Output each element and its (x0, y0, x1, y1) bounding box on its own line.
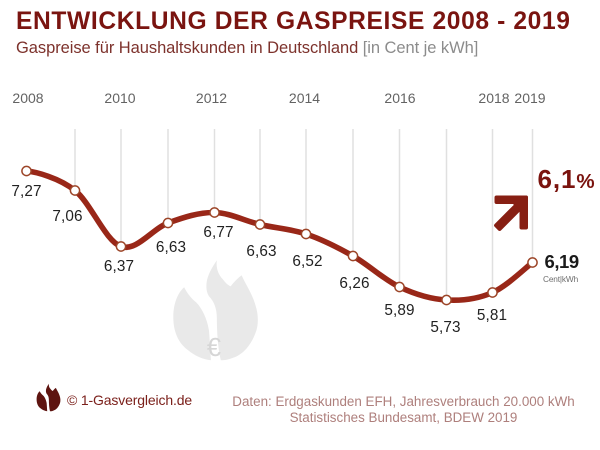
svg-text:€: € (207, 334, 221, 362)
